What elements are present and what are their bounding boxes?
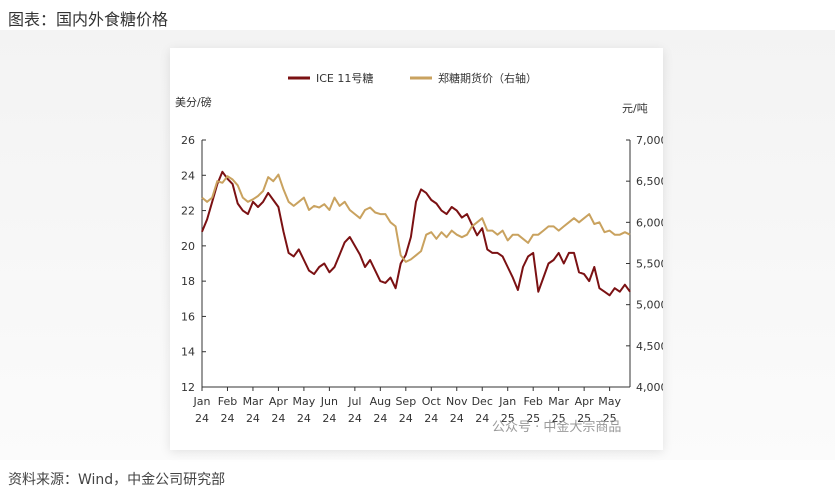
x-tick-year: 24 (246, 412, 260, 425)
x-tick-month: May (598, 395, 621, 408)
watermark: 公众号 · 中金大宗商品 (492, 420, 622, 435)
right-tick-label: 7,000 (636, 134, 663, 147)
left-tick-label: 12 (181, 381, 195, 394)
right-tick-label: 4,500 (636, 340, 663, 353)
x-tick-year: 24 (297, 412, 311, 425)
x-tick-month: Feb (218, 395, 237, 408)
x-tick-year: 24 (475, 412, 489, 425)
right-tick-label: 6,000 (636, 216, 663, 229)
x-tick-year: 24 (195, 412, 209, 425)
x-tick-year: 25 (577, 412, 591, 425)
x-tick-year: 24 (450, 412, 464, 425)
x-tick-year: 24 (220, 412, 234, 425)
x-tick-month: Dec (472, 395, 493, 408)
right-tick-label: 4,000 (636, 381, 663, 394)
series (201, 170, 631, 297)
x-tick-month: Jun (320, 395, 338, 408)
x-tick-year: 24 (348, 412, 362, 425)
source-note: 资料来源：Wind，中金公司研究部 (8, 472, 226, 488)
x-tick-year: 24 (322, 412, 336, 425)
x-tick-month: Feb (523, 395, 542, 408)
chart-card: ICE 11号糖 郑糖期货价（右轴） 美分/磅 元/吨 12 14 16 18 20 22… (170, 48, 668, 450)
x-tick-year: 24 (271, 412, 285, 425)
left-tick-label: 18 (181, 275, 195, 288)
ice-sugar-line (201, 170, 631, 297)
x-tick-month: Aug (370, 395, 391, 408)
x-tick-month: Apr (575, 395, 595, 408)
legend-label-zce: 郑糖期货价（右轴） (438, 71, 537, 85)
x-tick-month: Jan (193, 395, 211, 408)
zce-sugar-line (201, 173, 631, 263)
x-tick-year: 24 (399, 412, 413, 425)
x-tick-month: Jan (498, 395, 516, 408)
right-axis-label: 元/吨 (622, 102, 648, 115)
left-tick-label: 16 (181, 310, 195, 323)
legend: ICE 11号糖 郑糖期货价（右轴） (288, 71, 537, 85)
x-tick-month: Nov (446, 395, 468, 408)
left-tick-label: 22 (181, 205, 195, 218)
x-tick-month: Mar (548, 395, 569, 408)
x-tick-year: 25 (552, 412, 566, 425)
x-tick-year: 25 (603, 412, 617, 425)
right-tick-label: 6,500 (636, 175, 663, 188)
x-tick-month: Jul (347, 395, 361, 408)
x-tick-year: 24 (373, 412, 387, 425)
x-tick-year: 24 (424, 412, 438, 425)
page-title: 图表：国内外食糖价格 (8, 10, 169, 29)
left-tick-label: 14 (181, 346, 195, 359)
legend-label-ice: ICE 11号糖 (316, 71, 373, 85)
left-axis-label: 美分/磅 (175, 95, 212, 109)
right-tick-label: 5,500 (636, 258, 663, 271)
sugar-price-chart: ICE 11号糖 郑糖期货价（右轴） 美分/磅 元/吨 12 14 16 18 20 22… (175, 71, 668, 425)
right-tick-label: 5,000 (636, 299, 663, 312)
axes: 12 14 16 18 20 22 24 26 4,000 4,500 5,000 5,500 6,00… (181, 134, 668, 425)
x-tick-year: 25 (526, 412, 540, 425)
x-tick-month: Oct (422, 395, 442, 408)
x-tick-month: Apr (269, 395, 289, 408)
x-tick-month: Mar (243, 395, 264, 408)
left-tick-label: 20 (181, 240, 195, 253)
x-tick-month: Sep (395, 395, 416, 408)
left-tick-label: 26 (181, 134, 195, 147)
left-tick-label: 24 (181, 169, 195, 182)
x-tick-month: May (293, 395, 316, 408)
x-tick-year: 25 (501, 412, 515, 425)
